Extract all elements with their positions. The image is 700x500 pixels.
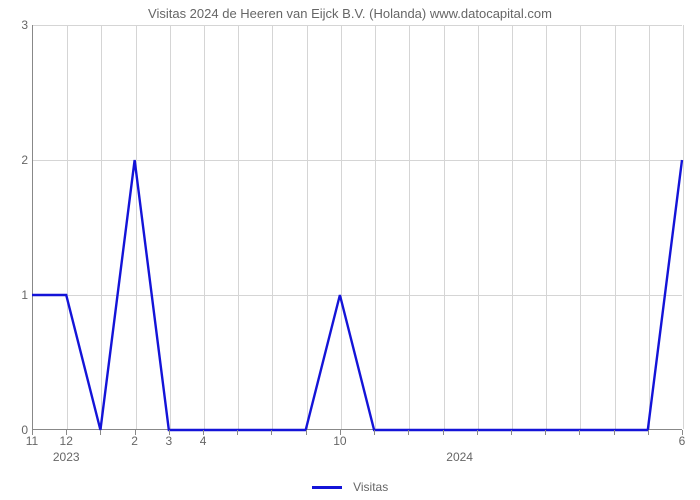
legend: Visitas [0,479,700,494]
y-tick-label: 2 [8,153,28,167]
y-tick-label: 1 [8,288,28,302]
x-tick [237,430,238,435]
x-tick [100,430,101,435]
x-tick [614,430,615,435]
y-tick-label: 3 [8,18,28,32]
x-tick [408,430,409,435]
x-tick [271,430,272,435]
x-tick-label: 11 [26,434,38,448]
x-tick-label: 10 [333,434,346,448]
series-line [32,160,682,430]
chart-line-series [32,25,682,430]
x-tick [374,430,375,435]
x-year-label: 2023 [53,450,80,464]
legend-label: Visitas [353,480,388,494]
x-tick-label: 4 [200,434,207,448]
x-tick-label: 2 [131,434,138,448]
grid-line-vertical [683,25,684,429]
x-tick [443,430,444,435]
x-tick [306,430,307,435]
x-tick-label: 6 [679,434,686,448]
visits-line-chart: Visitas 2024 de Heeren van Eijck B.V. (H… [0,0,700,500]
x-tick [545,430,546,435]
chart-title: Visitas 2024 de Heeren van Eijck B.V. (H… [0,6,700,21]
x-tick [648,430,649,435]
legend-swatch [312,486,342,489]
x-year-label: 2024 [446,450,473,464]
x-tick-label: 3 [165,434,172,448]
x-tick [579,430,580,435]
x-tick-label: 12 [60,434,73,448]
x-tick [477,430,478,435]
x-tick [511,430,512,435]
